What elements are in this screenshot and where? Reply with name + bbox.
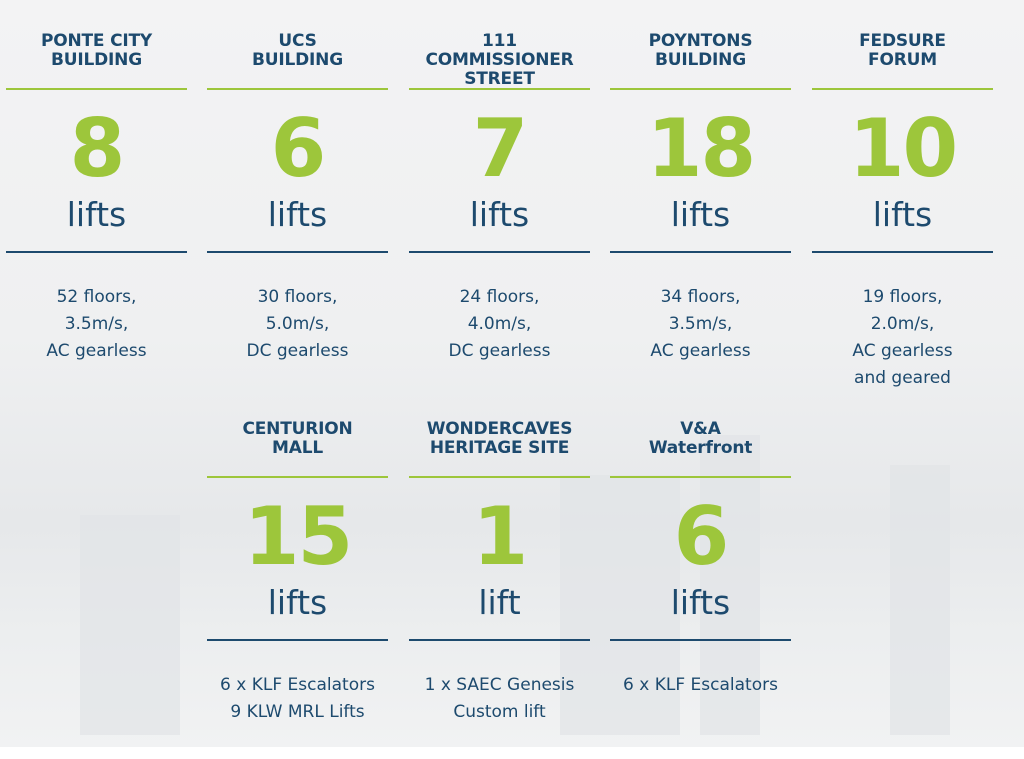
- building-title: UCS BUILDING: [207, 32, 388, 72]
- building-title: CENTURION MALL: [207, 420, 388, 460]
- detail-line: 6 x KLF Escalators: [623, 675, 778, 695]
- divider-green: [207, 476, 388, 478]
- title-line: BUILDING: [51, 50, 142, 70]
- lift-unit: lifts: [469, 195, 530, 234]
- building-title: 111 COMMISSIONER STREET: [409, 31, 590, 89]
- lift-unit: lifts: [66, 195, 127, 234]
- building-details: 52 floors, 3.5m/s, AC gearless: [0, 284, 197, 365]
- lift-count: 8: [69, 102, 126, 195]
- divider-blue: [207, 639, 388, 641]
- lift-count: 10: [848, 102, 958, 195]
- divider-blue: [610, 251, 791, 253]
- detail-line: 5.0m/s,: [265, 314, 330, 334]
- divider-blue: [6, 251, 187, 253]
- title-line: BUILDING: [252, 50, 343, 70]
- building-details: 6 x KLF Escalators: [600, 672, 801, 699]
- title-line: FEDSURE: [859, 31, 946, 51]
- building-silhouette: [700, 435, 760, 735]
- lift-count: 18: [646, 102, 756, 195]
- building-card: 111 COMMISSIONER STREET 7 lifts 24 floors, 4.…: [409, 30, 590, 361]
- divider-blue: [812, 251, 993, 253]
- building-card: FEDSURE FORUM 10 lifts 19 floors, 2.0m/s, AC g…: [812, 30, 993, 388]
- title-line: HERITAGE SITE: [429, 438, 570, 458]
- building-details: 24 floors, 4.0m/s, DC gearless: [399, 284, 600, 365]
- title-line: CENTURION: [242, 419, 353, 439]
- building-card: WONDERCAVES HERITAGE SITE 1 lift 1 x SAEC Ge…: [409, 418, 590, 722]
- building-silhouette: [890, 465, 950, 735]
- detail-line: AC gearless: [650, 341, 751, 361]
- building-title: V&A Waterfront: [610, 420, 791, 460]
- building-title: PONTE CITY BUILDING: [6, 32, 187, 72]
- title-line: PONTE CITY: [41, 31, 152, 51]
- lift-count: 1: [472, 490, 529, 583]
- detail-line: DC gearless: [448, 341, 551, 361]
- title-line: WONDERCAVES: [426, 419, 573, 439]
- building-silhouette: [80, 515, 180, 735]
- detail-line: 1 x SAEC Genesis: [424, 675, 575, 695]
- detail-line: AC gearless: [852, 341, 953, 361]
- lift-count: 7: [472, 102, 529, 195]
- lift-unit: lifts: [670, 195, 731, 234]
- divider-green: [812, 88, 993, 90]
- building-details: 6 x KLF Escalators 9 KLW MRL Lifts: [197, 672, 398, 726]
- title-line: MALL: [272, 438, 323, 458]
- divider-blue: [207, 251, 388, 253]
- divider-green: [610, 88, 791, 90]
- title-line: STREET: [464, 69, 535, 89]
- building-card: UCS BUILDING 6 lifts 30 floors, 5.0m/s, DC gea…: [207, 30, 388, 361]
- detail-line: and geared: [854, 368, 951, 388]
- title-line: UCS: [278, 31, 317, 51]
- title-line: FORUM: [868, 50, 937, 70]
- title-line: V&A: [680, 419, 721, 439]
- building-card: PONTE CITY BUILDING 8 lifts 52 floors, 3.5m/s…: [6, 30, 187, 361]
- detail-line: 4.0m/s,: [467, 314, 532, 334]
- lift-count: 15: [243, 490, 353, 583]
- lift-unit: lifts: [670, 583, 731, 622]
- lift-unit: lift: [478, 583, 521, 622]
- lift-unit: lifts: [267, 195, 328, 234]
- building-card: V&A Waterfront 6 lifts 6 x KLF Escalators: [610, 418, 791, 695]
- divider-green: [6, 88, 187, 90]
- divider-blue: [409, 251, 590, 253]
- divider-green: [207, 88, 388, 90]
- title-line: Waterfront: [648, 438, 753, 458]
- building-details: 19 floors, 2.0m/s, AC gearless and geared: [802, 284, 1003, 392]
- building-details: 34 floors, 3.5m/s, AC gearless: [600, 284, 801, 365]
- detail-line: 3.5m/s,: [64, 314, 129, 334]
- detail-line: AC gearless: [46, 341, 147, 361]
- lift-unit: lifts: [267, 583, 328, 622]
- detail-line: 19 floors,: [862, 287, 943, 307]
- building-card: POYNTONS BUILDING 18 lifts 34 floors, 3.5m/s,…: [610, 30, 791, 361]
- detail-line: Custom lift: [453, 702, 546, 722]
- title-line: 111 COMMISSIONER: [425, 31, 574, 70]
- divider-green: [409, 476, 590, 478]
- divider-green: [610, 476, 791, 478]
- detail-line: 3.5m/s,: [668, 314, 733, 334]
- divider-blue: [409, 639, 590, 641]
- lift-count: 6: [673, 490, 730, 583]
- building-title: POYNTONS BUILDING: [610, 32, 791, 72]
- detail-line: 52 floors,: [56, 287, 137, 307]
- lift-unit: lifts: [872, 195, 933, 234]
- detail-line: 9 KLW MRL Lifts: [230, 702, 365, 722]
- detail-line: 30 floors,: [257, 287, 338, 307]
- building-silhouette: [560, 475, 680, 735]
- divider-blue: [610, 639, 791, 641]
- divider-green: [409, 88, 590, 90]
- building-title: WONDERCAVES HERITAGE SITE: [409, 420, 590, 460]
- detail-line: 34 floors,: [660, 287, 741, 307]
- building-card: CENTURION MALL 15 lifts 6 x KLF Escalators 9 …: [207, 418, 388, 722]
- detail-line: 2.0m/s,: [870, 314, 935, 334]
- building-title: FEDSURE FORUM: [812, 32, 993, 72]
- detail-line: DC gearless: [246, 341, 349, 361]
- detail-line: 6 x KLF Escalators: [220, 675, 375, 695]
- building-details: 1 x SAEC Genesis Custom lift: [399, 672, 600, 726]
- detail-line: 24 floors,: [459, 287, 540, 307]
- building-details: 30 floors, 5.0m/s, DC gearless: [197, 284, 398, 365]
- lift-count: 6: [270, 102, 327, 195]
- title-line: POYNTONS: [648, 31, 753, 51]
- title-line: BUILDING: [655, 50, 746, 70]
